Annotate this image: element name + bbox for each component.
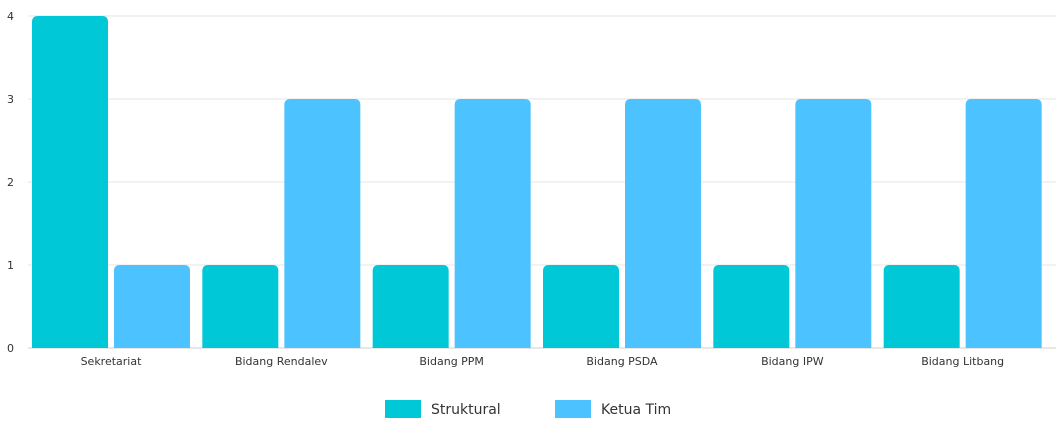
x-tick-label: Bidang Litbang [921, 355, 1004, 368]
y-tick-label: 4 [7, 10, 14, 23]
x-tick-label: Sekretariat [81, 355, 143, 368]
y-axis-ticks: 0 1 2 3 4 [7, 10, 14, 355]
legend-swatch [385, 400, 421, 418]
bar-ketua-tim [454, 99, 531, 348]
bar-struktural [713, 265, 790, 348]
bar-ketua-tim [795, 99, 872, 348]
y-tick-label: 1 [7, 259, 14, 272]
x-tick-label: Bidang PPM [419, 355, 484, 368]
legend-label: Ketua Tim [601, 402, 671, 418]
bar-struktural [543, 265, 619, 348]
x-axis-ticks: Sekretariat Bidang Rendalev Bidang PPM Bida… [81, 355, 1005, 368]
bar-ketua-tim [284, 99, 361, 348]
y-tick-label: 3 [7, 93, 14, 106]
x-tick-label: Bidang PSDA [586, 355, 658, 368]
bar-struktural [883, 265, 960, 348]
x-tick-label: Bidang IPW [761, 355, 824, 368]
bar-struktural [202, 265, 279, 348]
bars [32, 16, 1042, 348]
bar-struktural [32, 16, 108, 348]
x-tick-label: Bidang Rendalev [235, 355, 328, 368]
legend: Struktural Ketua Tim [385, 400, 671, 418]
legend-label: Struktural [431, 402, 501, 418]
bar-ketua-tim [114, 265, 190, 348]
bar-ketua-tim [625, 99, 701, 348]
bar-struktural [372, 265, 449, 348]
legend-swatch [555, 400, 591, 418]
y-tick-label: 0 [7, 342, 14, 355]
y-tick-label: 2 [7, 176, 14, 189]
bar-ketua-tim [965, 99, 1042, 348]
